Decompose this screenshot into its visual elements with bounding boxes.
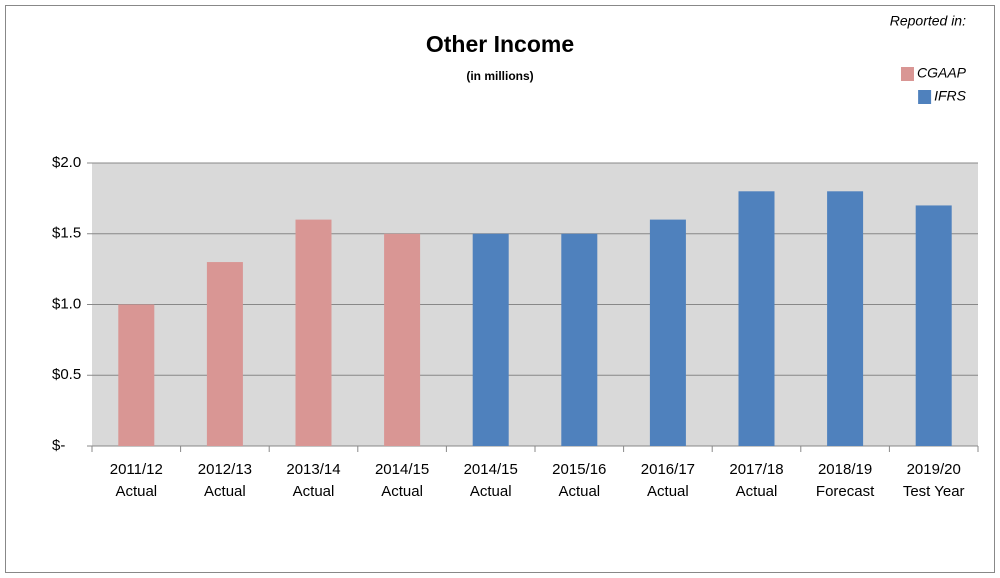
y-tick-label: $0.5 bbox=[52, 366, 81, 383]
x-tick-line: Actual bbox=[647, 483, 689, 500]
legend-label: CGAAP bbox=[917, 65, 967, 81]
bar bbox=[472, 233, 509, 446]
x-tick-line: 2016/17 bbox=[641, 461, 695, 478]
x-tick-label: 2017/18 Actual bbox=[729, 461, 783, 500]
x-tick-line: Test Year bbox=[903, 483, 965, 500]
x-tick-line: 2015/16 bbox=[552, 461, 606, 478]
legend-swatch bbox=[900, 67, 914, 81]
chart-subtitle: (in millions) bbox=[466, 69, 533, 83]
x-tick-line: 2017/18 bbox=[729, 461, 783, 478]
x-tick-label: 2015/16 Actual bbox=[552, 461, 606, 500]
x-tick-label: 2016/17 Actual bbox=[641, 461, 695, 500]
y-tick-label: $2.0 bbox=[52, 154, 81, 171]
x-tick-line: 2018/19 bbox=[818, 461, 872, 478]
bar bbox=[384, 233, 421, 446]
x-tick-line: 2014/15 bbox=[375, 461, 429, 478]
y-tick-label: $1.5 bbox=[52, 225, 81, 242]
x-tick-line: Forecast bbox=[816, 483, 875, 500]
bar bbox=[206, 262, 243, 446]
x-tick-line: Actual bbox=[736, 483, 778, 500]
bar bbox=[561, 233, 598, 446]
x-tick-label: 2019/20 Test Year bbox=[903, 461, 965, 500]
bar bbox=[827, 191, 864, 446]
legend-swatch bbox=[918, 90, 932, 104]
x-tick-label: 2014/15 Actual bbox=[375, 461, 429, 500]
x-tick-label: 2011/12 Actual bbox=[110, 461, 163, 500]
y-tick-label: $- bbox=[52, 437, 65, 454]
x-tick-line: Actual bbox=[204, 483, 246, 500]
x-tick-label: 2014/15 Actual bbox=[464, 461, 518, 500]
y-tick-label: $1.0 bbox=[52, 295, 81, 312]
bar bbox=[118, 304, 155, 446]
x-tick-label: 2013/14 Actual bbox=[286, 461, 340, 500]
legend-label: IFRS bbox=[934, 88, 967, 104]
x-tick-line: Actual bbox=[558, 483, 600, 500]
x-tick-line: 2014/15 bbox=[464, 461, 518, 478]
x-tick-line: 2011/12 bbox=[110, 461, 163, 478]
x-tick-line: 2013/14 bbox=[286, 461, 340, 478]
x-tick-line: Actual bbox=[115, 483, 157, 500]
x-tick-line: 2019/20 bbox=[907, 461, 961, 478]
legend-title: Reported in: bbox=[890, 13, 966, 29]
x-tick-label: 2012/13 Actual bbox=[198, 461, 252, 500]
x-tick-label: 2018/19 Forecast bbox=[816, 461, 875, 500]
bar bbox=[649, 219, 686, 446]
chart-title: Other Income bbox=[426, 31, 574, 57]
x-tick-line: Actual bbox=[470, 483, 512, 500]
bar bbox=[295, 219, 332, 446]
x-tick-line: 2012/13 bbox=[198, 461, 252, 478]
bar bbox=[915, 205, 952, 446]
bar bbox=[738, 191, 775, 446]
x-tick-line: Actual bbox=[293, 483, 335, 500]
x-tick-line: Actual bbox=[381, 483, 423, 500]
